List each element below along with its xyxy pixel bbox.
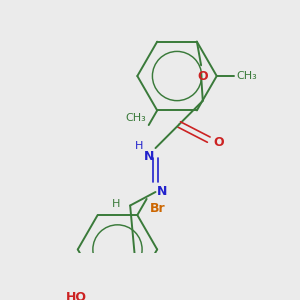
Text: CH₃: CH₃ bbox=[125, 112, 146, 122]
Text: HO: HO bbox=[66, 291, 87, 300]
Text: CH₃: CH₃ bbox=[236, 71, 257, 81]
Text: O: O bbox=[197, 70, 208, 83]
Text: O: O bbox=[214, 136, 224, 149]
Text: H: H bbox=[135, 141, 144, 152]
Text: H: H bbox=[112, 199, 120, 209]
Text: Br: Br bbox=[150, 202, 166, 214]
Text: N: N bbox=[143, 150, 154, 163]
Text: N: N bbox=[157, 185, 168, 198]
